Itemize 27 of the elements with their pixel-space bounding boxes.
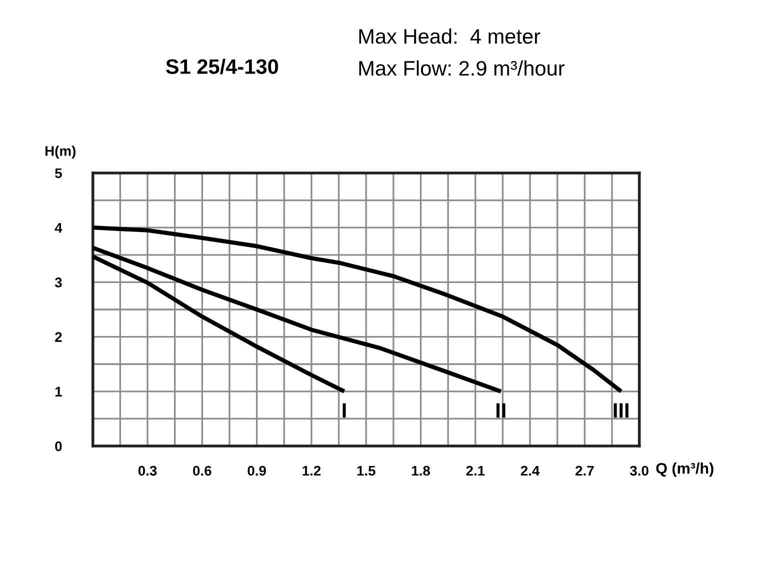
x-tick-label: 2.1 [466,466,485,476]
x-axis-title: Q (m³/h) [656,462,714,477]
x-tick-label: 2.7 [576,466,594,476]
series-label: II [496,403,506,418]
chart-title: S1 25/4-130 [166,58,278,74]
x-tick-label: 1.5 [357,466,376,476]
x-tick-label: 3.0 [630,466,648,476]
x-tick-label: 0.6 [193,466,212,476]
x-tick-label: 0.3 [138,466,157,476]
y-axis-title: H(m) [45,146,76,159]
y-tick-label: 1 [55,386,62,396]
y-tick-label: 5 [55,168,62,178]
x-tick-label: 0.9 [248,466,266,476]
x-tick-label: 2.4 [520,466,540,476]
y-tick-label: 3 [54,278,62,288]
y-tick-label: 2 [55,332,62,342]
series-label: III [614,403,628,418]
y-tick-label: 4 [54,223,62,233]
text: Max Head: 4 meter [359,28,540,44]
line-series [92,226,624,394]
line-series [92,254,346,394]
text: Max Flow: 2.9 m³/hour [359,60,564,76]
series-label: I [342,403,346,418]
x-tick-label: 1.2 [302,466,321,476]
y-tick-label: 0 [55,441,62,452]
x-tick-label: 1.8 [412,466,430,476]
line-series [92,246,503,394]
